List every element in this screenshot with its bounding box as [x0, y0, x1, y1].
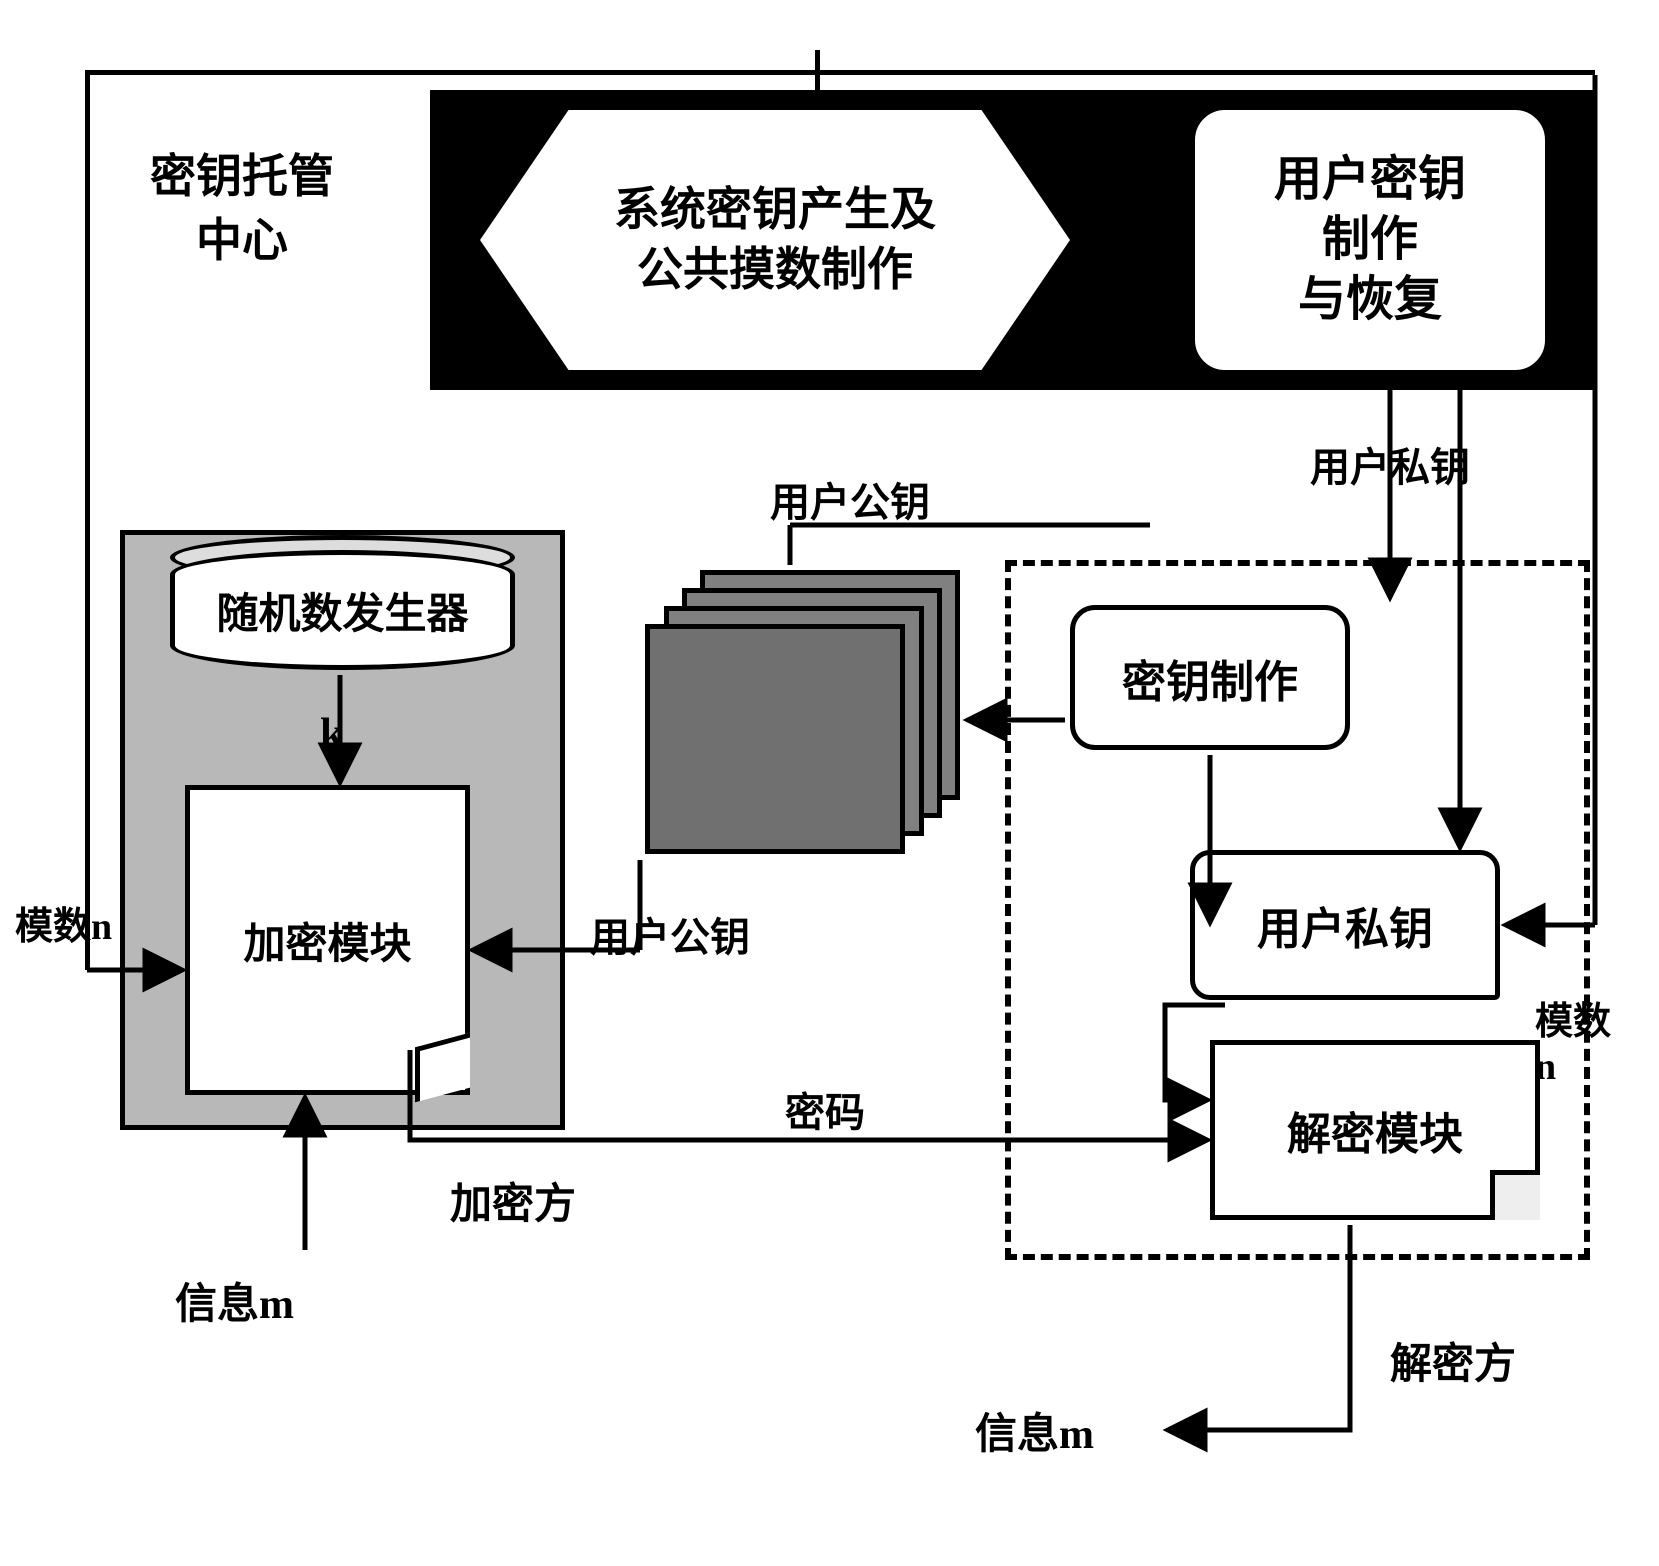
hexagon-node: 系统密钥产生及公共摸数制作: [480, 110, 1070, 370]
user-key-text: 用户密钥制作与恢复: [1274, 150, 1466, 330]
label-dec-side: 解密方: [1390, 1330, 1516, 1391]
rng-text: 随机数发生器: [216, 580, 468, 641]
key-making-node: 密钥制作: [1070, 605, 1350, 750]
modn-left-text: 模数n: [15, 906, 112, 948]
user-key-box: 用户密钥制作与恢复: [1190, 105, 1550, 375]
label-enc-side: 加密方: [450, 1170, 576, 1231]
k-text: k: [320, 711, 343, 757]
label-info-m-in: 信息m: [175, 1270, 294, 1331]
decryption-module: 解密模块: [1210, 1040, 1540, 1220]
label-info-m-out: 信息m: [975, 1400, 1094, 1461]
pubkey-text-2: 用户公钥: [590, 915, 750, 960]
private-key-node: 用户私钥: [1190, 850, 1500, 1000]
dec-side-text: 解密方: [1390, 1342, 1516, 1388]
pubkey-text-1: 用户公钥: [770, 480, 930, 525]
cipher-text: 密码: [785, 1090, 865, 1135]
label-cipher: 密码: [785, 1080, 865, 1138]
privkey-text: 用户私钥: [1310, 445, 1470, 490]
diagram-container: 密钥托管中心 系统密钥产生及公共摸数制作 用户密钥制作与恢复 随机数发生器 k …: [50, 50, 1610, 1520]
escrow-text: 密钥托管中心: [150, 151, 334, 266]
info-m-in-text: 信息m: [175, 1282, 294, 1328]
card-4: [645, 624, 905, 854]
label-user-pubkey-2: 用户公钥: [590, 905, 750, 963]
priv-key-text: 用户私钥: [1257, 893, 1433, 957]
dec-module-text: 解密模块: [1287, 1098, 1463, 1162]
pubkey-card-stack: [645, 570, 965, 850]
label-user-privkey: 用户私钥: [1310, 435, 1470, 493]
label-modulus-n-left: 模数n: [15, 895, 112, 950]
top-frame-line: [85, 70, 1595, 75]
encryption-module: 加密模块: [185, 785, 470, 1095]
rng-node: 随机数发生器: [170, 550, 515, 670]
hexagon-text: 系统密钥产生及公共摸数制作: [614, 180, 936, 300]
key-making-text: 密钥制作: [1122, 646, 1298, 710]
enc-module-text: 加密模块: [243, 910, 411, 971]
info-m-out-text: 信息m: [975, 1412, 1094, 1458]
left-frame-line: [85, 70, 90, 970]
escrow-center-label: 密钥托管中心: [150, 145, 334, 274]
enc-side-text: 加密方: [450, 1182, 576, 1228]
modn-right-text: 模数n: [1535, 1001, 1611, 1088]
k-label: k: [320, 710, 343, 758]
label-user-pubkey-1: 用户公钥: [770, 470, 930, 528]
label-modulus-n-right: 模数n: [1535, 990, 1625, 1089]
